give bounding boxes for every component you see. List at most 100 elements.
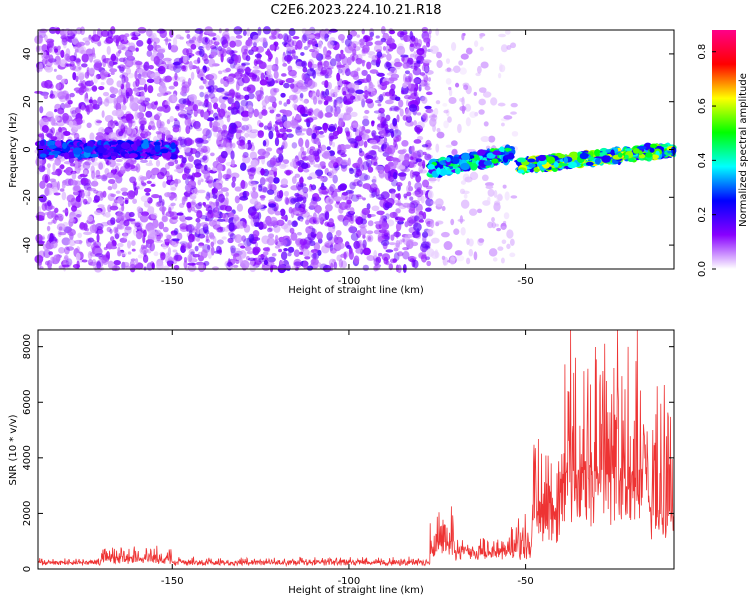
heatmap-cell (315, 213, 324, 222)
heatmap-cell (325, 88, 330, 97)
heatmap-cell (308, 153, 315, 163)
heatmap-cell (278, 100, 283, 105)
heatmap-cell (386, 197, 395, 207)
heatmap-cell (72, 66, 81, 72)
heatmap-cell (121, 74, 126, 84)
heatmap-cell (370, 91, 376, 97)
heatmap-cell (240, 162, 247, 172)
heatmap-cell (137, 254, 143, 259)
heatmap-cell (319, 185, 327, 191)
heatmap-cell (482, 91, 492, 98)
heatmap-cell (289, 227, 295, 234)
heatmap-cell (448, 97, 457, 104)
heatmap-cell (267, 176, 274, 184)
heatmap-cell (202, 202, 207, 206)
heatmap-cell (121, 261, 126, 270)
heatmap-cell (183, 146, 191, 153)
heatmap-cell (305, 139, 310, 149)
heatmap-cell (135, 258, 139, 265)
heatmap-cell (119, 166, 126, 175)
heatmap-cell (269, 44, 276, 51)
heatmap-cell (138, 68, 146, 77)
heatmap-cell (400, 90, 405, 95)
heatmap-cell (286, 133, 294, 138)
heatmap-cell (496, 227, 502, 232)
heatmap-cell (187, 233, 195, 243)
heatmap-cell (430, 45, 439, 54)
heatmap-cell (233, 214, 240, 222)
heatmap-cell (499, 64, 506, 73)
heatmap-cell (493, 190, 498, 198)
heatmap-cell (50, 90, 54, 98)
heatmap-cell (292, 103, 297, 109)
heatmap-cell (183, 166, 190, 176)
heatmap-cell (365, 41, 373, 47)
heatmap-cell (383, 123, 389, 129)
heatmap-cell (179, 163, 184, 168)
heatmap-cell (373, 250, 378, 259)
heatmap-cell (417, 161, 424, 167)
heatmap-cell (407, 82, 412, 89)
heatmap-cell (287, 251, 292, 257)
heatmap-cell (427, 77, 431, 82)
heatmap-cell (396, 114, 400, 123)
colorbar-tick-label: 0.4 (697, 152, 708, 168)
heatmap-cell (341, 79, 349, 85)
heatmap-cell (368, 78, 372, 86)
heatmap-cell (329, 135, 339, 140)
heatmap-cell (46, 111, 54, 118)
heatmap-cell (214, 214, 220, 218)
heatmap-cell (58, 81, 65, 90)
heatmap-cell (502, 184, 507, 189)
heatmap-cell (128, 42, 136, 50)
heatmap-cell (466, 238, 470, 245)
heatmap-cell (422, 113, 428, 121)
heatmap-cell (236, 139, 246, 146)
heatmap-cell (41, 124, 49, 133)
heatmap-cell (62, 264, 70, 268)
heatmap-cell (290, 197, 297, 204)
heatmap-cell (193, 226, 198, 231)
heatmap-cell (187, 262, 197, 266)
heatmap-cell (196, 109, 203, 114)
heatmap-cell (138, 117, 146, 121)
heatmap-cell (230, 245, 236, 254)
heatmap-cell (459, 67, 467, 75)
heatmap-cell (58, 81, 62, 91)
heatmap-cell (288, 94, 298, 101)
snr-ytick-label: 0 (22, 566, 33, 572)
heatmap-cell (117, 250, 122, 257)
heatmap-cell (54, 207, 59, 214)
heatmap-cell (257, 131, 264, 139)
heatmap-cell (75, 195, 81, 203)
heatmap-cell (262, 247, 270, 252)
heatmap-cell (60, 102, 66, 111)
heatmap-cell (220, 36, 227, 46)
heatmap-cell (54, 116, 60, 122)
heatmap-cell (395, 208, 401, 214)
heatmap-band-cell (492, 150, 502, 156)
heatmap-band-cell (527, 158, 536, 163)
heatmap-cell (354, 215, 359, 219)
heatmap-cell (362, 247, 371, 256)
colorbar-tick-label: 0.8 (697, 44, 708, 60)
heatmap-cell (343, 219, 351, 227)
heatmap-cell (213, 41, 220, 46)
heatmap-cell (380, 222, 390, 231)
heatmap-band-cell (624, 148, 633, 152)
heatmap-cell (301, 113, 309, 117)
heatmap-cell (203, 260, 210, 266)
heatmap-cell (127, 55, 135, 60)
heatmap-cell (421, 179, 430, 188)
heatmap-cell (429, 229, 436, 235)
heatmap-cell (377, 252, 383, 257)
heatmap-cell (355, 136, 363, 142)
heatmap-cell (87, 251, 93, 260)
heatmap-cell (110, 119, 114, 127)
heatmap-cell (399, 108, 404, 117)
heatmap-cell (162, 226, 169, 233)
heatmap-cell (326, 146, 331, 151)
heatmap-cell (299, 238, 308, 246)
heatmap-cell (294, 173, 301, 178)
heatmap-cell (207, 249, 213, 259)
